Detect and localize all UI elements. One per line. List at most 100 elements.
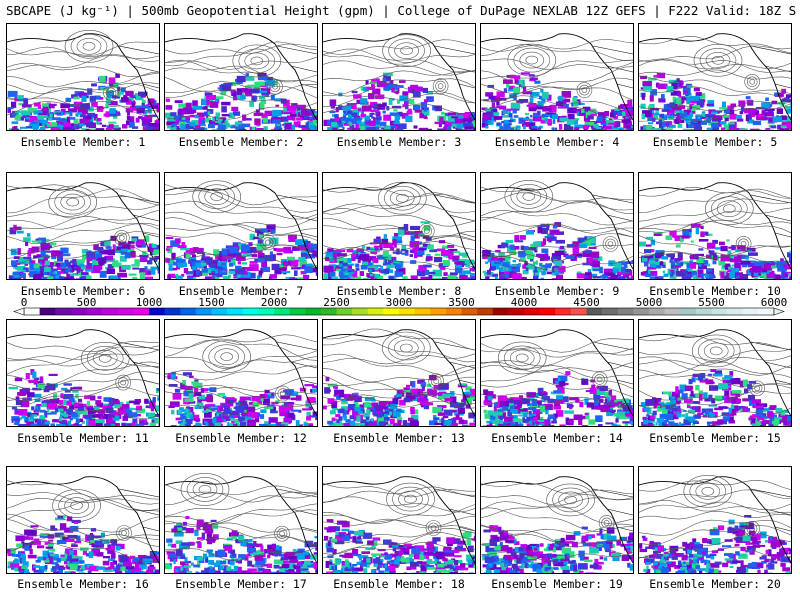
- map-graphic: [481, 329, 633, 426]
- colorbar-segment: [55, 308, 72, 315]
- colorbar-segment: [524, 308, 540, 315]
- map-graphic: [639, 182, 791, 279]
- colorbar-segment: [445, 308, 462, 315]
- coastline: [165, 33, 317, 121]
- ensemble-map-panel: [322, 23, 476, 131]
- cape-shading: [639, 223, 791, 279]
- coastline: [481, 329, 633, 417]
- map-graphic: [323, 476, 475, 573]
- sbcape-colorbar: 0 500 1000 1500 2000 2500 3000 3500 4000 4500 5000…: [0, 296, 800, 320]
- cape-shading: [165, 224, 317, 279]
- colorbar-segment: [289, 308, 306, 315]
- colorbar-segment: [492, 308, 509, 315]
- colorbar-segment: [70, 308, 87, 315]
- colorbar-segment: [24, 308, 40, 315]
- colorbar-segment: [586, 308, 603, 315]
- ensemble-member-label: Ensemble Member: 6: [20, 284, 146, 298]
- ensemble-map-panel: [322, 319, 476, 427]
- colorbar-segment: [477, 308, 494, 315]
- ensemble-member-label: Ensemble Member: 16: [17, 577, 149, 591]
- colorbar-right-arrow: [773, 307, 785, 316]
- colorbar-segment: [180, 308, 197, 315]
- colorbar-segment: [617, 308, 634, 315]
- political-borders: [592, 45, 633, 89]
- height-contours: [639, 36, 791, 122]
- colorbar-segment: [711, 308, 728, 315]
- political-borders: [434, 194, 475, 238]
- map-graphic: [7, 476, 159, 573]
- colorbar-segment: [430, 308, 447, 315]
- height-contours: [323, 34, 475, 114]
- colorbar-segment: [336, 308, 353, 315]
- political-borders: [276, 341, 317, 385]
- coastline: [481, 33, 633, 121]
- political-borders: [118, 45, 159, 89]
- colorbar-segment: [274, 308, 290, 315]
- map-graphic: [639, 329, 791, 426]
- cape-shading: [323, 72, 475, 130]
- cape-shading: [482, 222, 633, 279]
- map-graphic: [7, 329, 159, 426]
- colorbar-tick-label: 500: [77, 296, 97, 309]
- cape-shading: [639, 515, 791, 573]
- colorbar-segment: [570, 308, 587, 315]
- ensemble-map-panel: [6, 172, 160, 280]
- cape-shading: [165, 516, 317, 573]
- height-contours: [481, 180, 633, 271]
- ensemble-member-label: Ensemble Member: 7: [178, 284, 304, 298]
- colorbar-segment: [602, 308, 619, 315]
- ensemble-map-panel: [638, 172, 792, 280]
- ensemble-map-panel: [164, 319, 318, 427]
- colorbar-tick-label: 5000: [636, 296, 663, 309]
- height-contours: [165, 180, 317, 269]
- political-borders: [276, 194, 317, 238]
- colorbar-segment: [133, 308, 150, 315]
- map-graphic: [7, 29, 159, 130]
- colorbar-segment: [727, 308, 744, 315]
- height-contours: [165, 334, 317, 416]
- colorbar-tick-label: 3500: [448, 296, 475, 309]
- cape-shading: [323, 375, 475, 426]
- height-contours: [323, 181, 475, 271]
- ensemble-map-panel: [6, 466, 160, 574]
- cape-shading: [8, 369, 159, 426]
- colorbar-segment: [461, 308, 478, 315]
- cape-shading: [167, 371, 317, 426]
- height-contours: [481, 39, 633, 121]
- height-contours: [323, 328, 475, 409]
- coastline: [481, 476, 633, 564]
- colorbar-segment: [149, 308, 165, 315]
- colorbar-segment: [242, 308, 259, 315]
- coastline: [165, 476, 317, 564]
- colorbar-segment: [414, 308, 431, 315]
- ensemble-member-label: Ensemble Member: 18: [333, 577, 465, 591]
- colorbar-segment: [227, 308, 244, 315]
- colorbar-segment: [742, 308, 759, 315]
- ensemble-map-panel: [638, 466, 792, 574]
- map-graphic: [165, 329, 317, 426]
- colorbar-tick-label: 6000: [761, 296, 788, 309]
- colorbar-segment: [664, 308, 681, 315]
- cape-shading: [482, 525, 633, 573]
- height-contours: [165, 473, 317, 561]
- ensemble-member-label: Ensemble Member: 5: [652, 135, 778, 149]
- ensemble-member-label: Ensemble Member: 14: [491, 431, 623, 445]
- chart-title: SBCAPE (J kg⁻¹) | 500mb Geopotential Hei…: [6, 3, 796, 18]
- coastline: [165, 182, 317, 270]
- colorbar-segment: [367, 308, 384, 315]
- colorbar-graphic: 0 500 1000 1500 2000 2500 3000 3500 4000 4500 5000…: [13, 296, 788, 316]
- ensemble-member-label: Ensemble Member: 2: [178, 135, 304, 149]
- ensemble-map-panel: [480, 172, 634, 280]
- ensemble-member-label: Ensemble Member: 3: [336, 135, 462, 149]
- colorbar-segment: [383, 308, 400, 315]
- colorbar-segment: [399, 308, 415, 315]
- colorbar-tick-label: 4000: [511, 296, 538, 309]
- map-graphic: [639, 474, 791, 573]
- height-contours: [7, 184, 159, 268]
- colorbar-segment: [320, 308, 337, 315]
- colorbar-segment: [195, 308, 212, 315]
- colorbar-segment: [695, 308, 712, 315]
- ensemble-member-label: Ensemble Member: 1: [20, 135, 146, 149]
- map-graphic: [165, 473, 317, 573]
- map-graphic: [323, 181, 475, 279]
